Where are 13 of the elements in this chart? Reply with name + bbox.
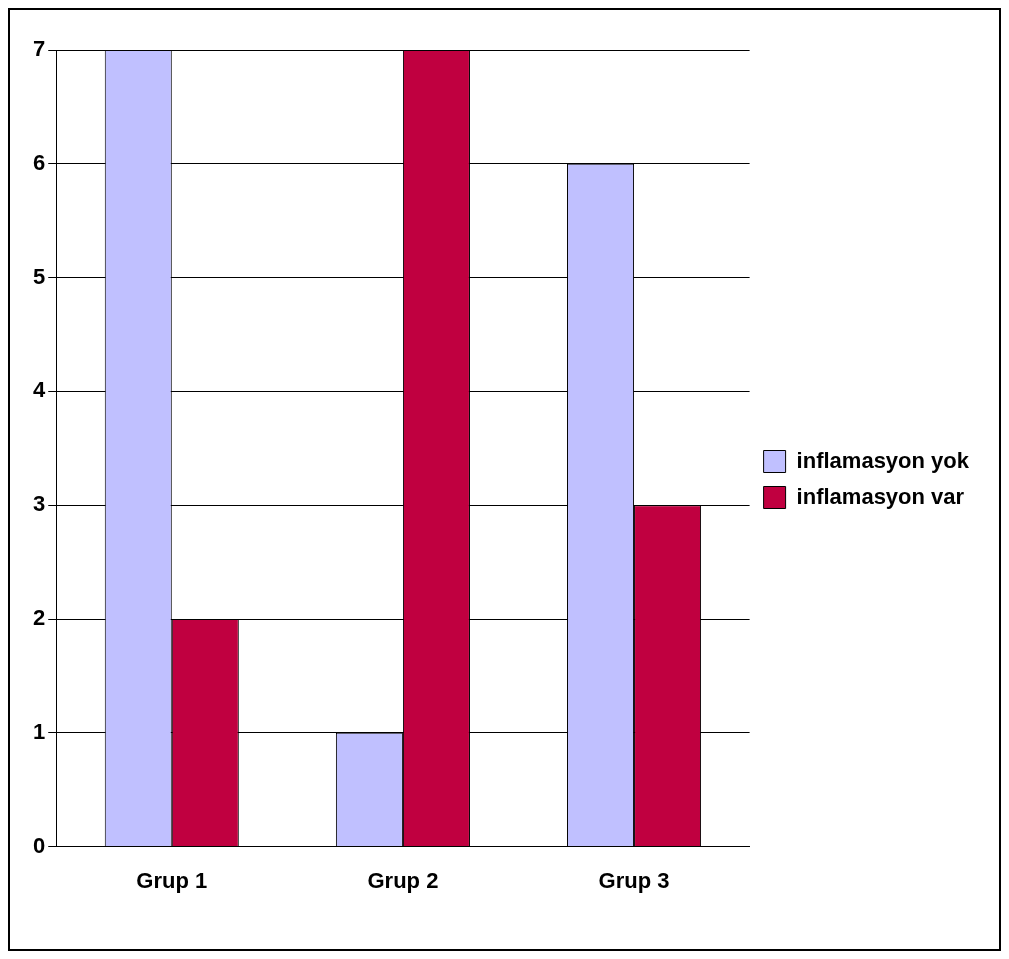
y-tick-label: 6 (32, 149, 46, 175)
y-tick-label: 7 (32, 36, 46, 62)
y-tick-label: 0 (32, 832, 46, 858)
y-tick-label: 1 (32, 718, 46, 744)
legend-label: inflamasyon yok (796, 447, 970, 473)
y-tick-label: 2 (32, 605, 46, 631)
legend-label: inflamasyon var (796, 483, 965, 509)
y-tick-label: 3 (32, 491, 46, 517)
y-tick-label: 4 (32, 377, 46, 403)
y-tick-label: 5 (32, 263, 46, 289)
x-tick-label: Grup 3 (598, 867, 670, 893)
x-tick-label: Grup 1 (136, 867, 208, 893)
x-tick-label: Grup 2 (367, 867, 439, 893)
